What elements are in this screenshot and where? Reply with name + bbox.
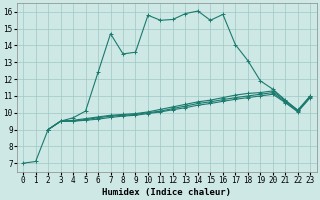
X-axis label: Humidex (Indice chaleur): Humidex (Indice chaleur) — [102, 188, 231, 197]
